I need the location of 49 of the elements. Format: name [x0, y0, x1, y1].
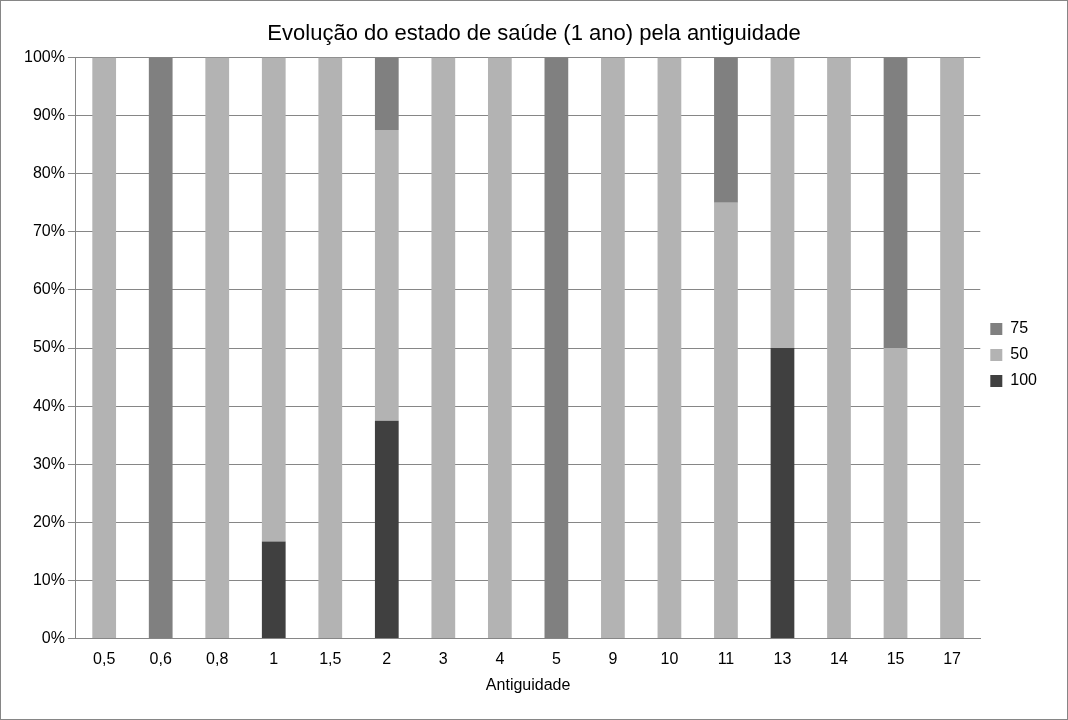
bar — [770, 57, 795, 348]
x-tick-label: 1 — [269, 649, 279, 667]
x-tick-label: 0,8 — [206, 649, 229, 667]
y-tick-label: 90% — [32, 105, 65, 123]
y-tick-label: 60% — [32, 280, 65, 298]
legend-label: 50 — [1010, 345, 1029, 363]
x-tick-label: 10 — [660, 649, 679, 667]
x-tick-label: 3 — [438, 649, 448, 667]
y-tick-label: 10% — [32, 570, 65, 588]
legend-label: 75 — [1010, 319, 1029, 337]
bar — [261, 57, 286, 542]
x-tick-label: 0,5 — [93, 649, 116, 667]
x-tick-label: 13 — [773, 649, 792, 667]
bar — [92, 57, 117, 639]
x-tick-label: 1,5 — [319, 649, 342, 667]
x-tick-label: 2 — [382, 649, 392, 667]
y-tick-label: 20% — [32, 512, 65, 530]
bar — [940, 57, 964, 639]
legend-label: 100 — [1010, 371, 1038, 389]
y-tick-label: 70% — [32, 222, 65, 240]
x-axis-title: Antiguidade — [485, 675, 571, 693]
y-tick-label: 50% — [32, 338, 65, 356]
x-tick-label: 4 — [495, 649, 505, 667]
y-tick-label: 40% — [32, 396, 65, 414]
bar — [205, 57, 230, 639]
bar — [261, 541, 286, 639]
x-tick-label: 9 — [608, 649, 618, 667]
x-tick-label: 17 — [943, 649, 962, 667]
bar — [714, 202, 738, 639]
bar — [883, 348, 908, 639]
bar — [770, 348, 795, 639]
y-tick-label: 30% — [32, 454, 65, 472]
bar — [487, 57, 512, 639]
bar — [827, 57, 851, 639]
x-tick-label: 5 — [551, 649, 561, 667]
chart-title: Evolução do estado de saúde (1 ano) pela antiguidade — [267, 20, 801, 46]
bar — [431, 57, 456, 639]
x-tick-label: 0,6 — [149, 649, 172, 667]
bar — [657, 57, 682, 639]
bar — [374, 130, 399, 421]
y-tick-label: 100% — [24, 47, 65, 65]
x-tick-label: 11 — [717, 649, 735, 667]
bar — [374, 420, 399, 639]
bar — [601, 57, 625, 639]
y-tick-label: 0% — [41, 629, 65, 647]
x-tick-label: 15 — [886, 649, 905, 667]
x-tick-label: 14 — [830, 649, 848, 667]
y-tick-label: 80% — [32, 164, 65, 182]
bar — [318, 57, 343, 639]
